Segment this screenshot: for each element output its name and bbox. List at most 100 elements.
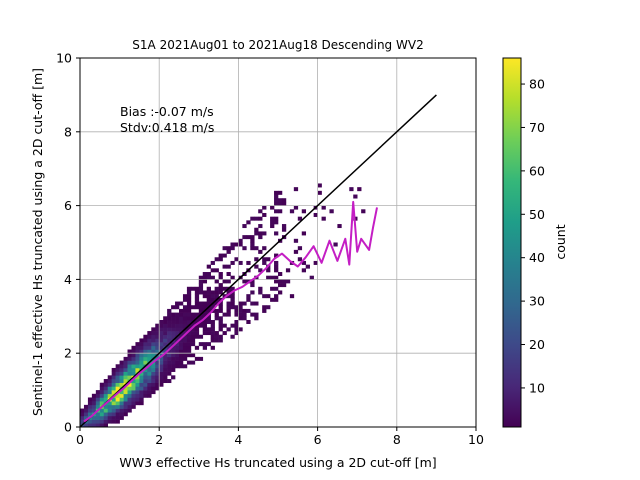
density-cell	[278, 190, 283, 195]
density-cell	[262, 305, 267, 310]
density-cell	[238, 301, 243, 306]
density-cell	[115, 401, 120, 406]
density-cell	[163, 353, 168, 358]
density-cell	[87, 408, 93, 413]
density-cell	[159, 331, 164, 336]
density-cell	[250, 242, 255, 247]
density-cell	[214, 279, 219, 284]
density-cell	[99, 408, 105, 413]
stat-stdv: Stdv:0.418 m/s	[120, 120, 214, 135]
density-cell	[167, 356, 172, 361]
density-cell	[274, 201, 279, 206]
density-cell	[194, 356, 200, 361]
density-cell	[226, 312, 231, 317]
density-cell	[281, 198, 287, 203]
density-cell	[115, 393, 120, 398]
density-cell	[175, 327, 180, 332]
density-cell	[218, 305, 223, 310]
density-cell	[226, 272, 231, 277]
density-cell	[186, 353, 192, 358]
colorbar-tick-label: 60	[529, 163, 545, 178]
density-cell	[254, 257, 259, 262]
density-cell	[179, 349, 184, 354]
density-cell	[194, 312, 200, 317]
density-cell	[99, 412, 105, 417]
density-cell	[210, 268, 215, 273]
density-cell	[281, 279, 287, 284]
density-cell	[198, 305, 204, 310]
density-cell	[258, 290, 263, 295]
density-cell	[127, 401, 132, 406]
density-cell	[167, 345, 172, 350]
y-axis-label: Sentinel-1 effective Hs truncated using …	[30, 68, 45, 416]
density-cell	[301, 231, 307, 236]
density-cell	[234, 327, 239, 332]
density-cell	[301, 209, 307, 214]
density-cell	[163, 342, 168, 347]
density-cell	[230, 260, 235, 265]
density-cell	[258, 286, 263, 291]
density-cell	[143, 338, 148, 343]
density-cell	[274, 294, 279, 299]
density-cell	[214, 334, 219, 339]
density-cell	[143, 353, 148, 358]
density-cell	[127, 382, 132, 387]
density-cell	[155, 327, 160, 332]
density-cell	[202, 290, 208, 295]
density-cell	[87, 404, 93, 409]
density-cell	[234, 305, 239, 310]
density-cell	[107, 404, 112, 409]
density-cell	[218, 290, 223, 295]
density-cell	[186, 360, 192, 365]
density-cell	[143, 342, 148, 347]
density-cell	[171, 349, 176, 354]
density-cell	[139, 360, 144, 365]
density-cell	[171, 331, 176, 336]
density-cell	[139, 371, 144, 376]
colorbar-tick-label: 70	[529, 120, 545, 135]
density-cell	[234, 331, 239, 336]
axis-ticks: 0 2 4 6 8 10 0 2 4 6 8 10	[56, 51, 484, 448]
density-cell	[258, 268, 263, 273]
density-cell	[206, 301, 211, 306]
density-cell	[135, 375, 140, 380]
density-cell	[143, 371, 148, 376]
density-cell	[313, 212, 318, 217]
density-cell	[202, 312, 208, 317]
density-cell	[151, 386, 156, 391]
density-cell	[202, 327, 208, 332]
density-cell	[159, 334, 164, 339]
y-tick-label: 2	[64, 346, 72, 361]
density-cell	[238, 305, 243, 310]
density-cell	[159, 360, 164, 365]
density-cell	[155, 323, 160, 328]
density-cell	[171, 327, 176, 332]
density-cell	[155, 367, 160, 372]
density-cell	[147, 371, 152, 376]
density-cell	[119, 382, 124, 387]
density-cell	[238, 312, 243, 317]
density-cell	[135, 360, 140, 365]
density-cell	[80, 412, 85, 417]
density-cell	[198, 286, 204, 291]
density-cell	[80, 408, 85, 413]
density-cell	[349, 187, 354, 192]
density-cell	[127, 390, 132, 395]
identity-line	[79, 94, 437, 428]
density-cell	[80, 415, 85, 420]
density-cell	[123, 356, 128, 361]
density-cell	[250, 235, 255, 240]
density-cell	[131, 345, 136, 350]
density-cell	[115, 379, 120, 384]
density-cell	[278, 290, 283, 295]
density-cell	[234, 319, 239, 324]
density-cell	[206, 286, 211, 291]
density-cell	[202, 331, 208, 336]
density-cell	[99, 401, 105, 406]
density-cell	[147, 349, 152, 354]
density-cell	[163, 356, 168, 361]
density-cell	[250, 312, 255, 317]
density-cell	[127, 404, 132, 409]
density-cell	[182, 364, 188, 369]
colorbar-tick-label: 40	[529, 250, 545, 265]
